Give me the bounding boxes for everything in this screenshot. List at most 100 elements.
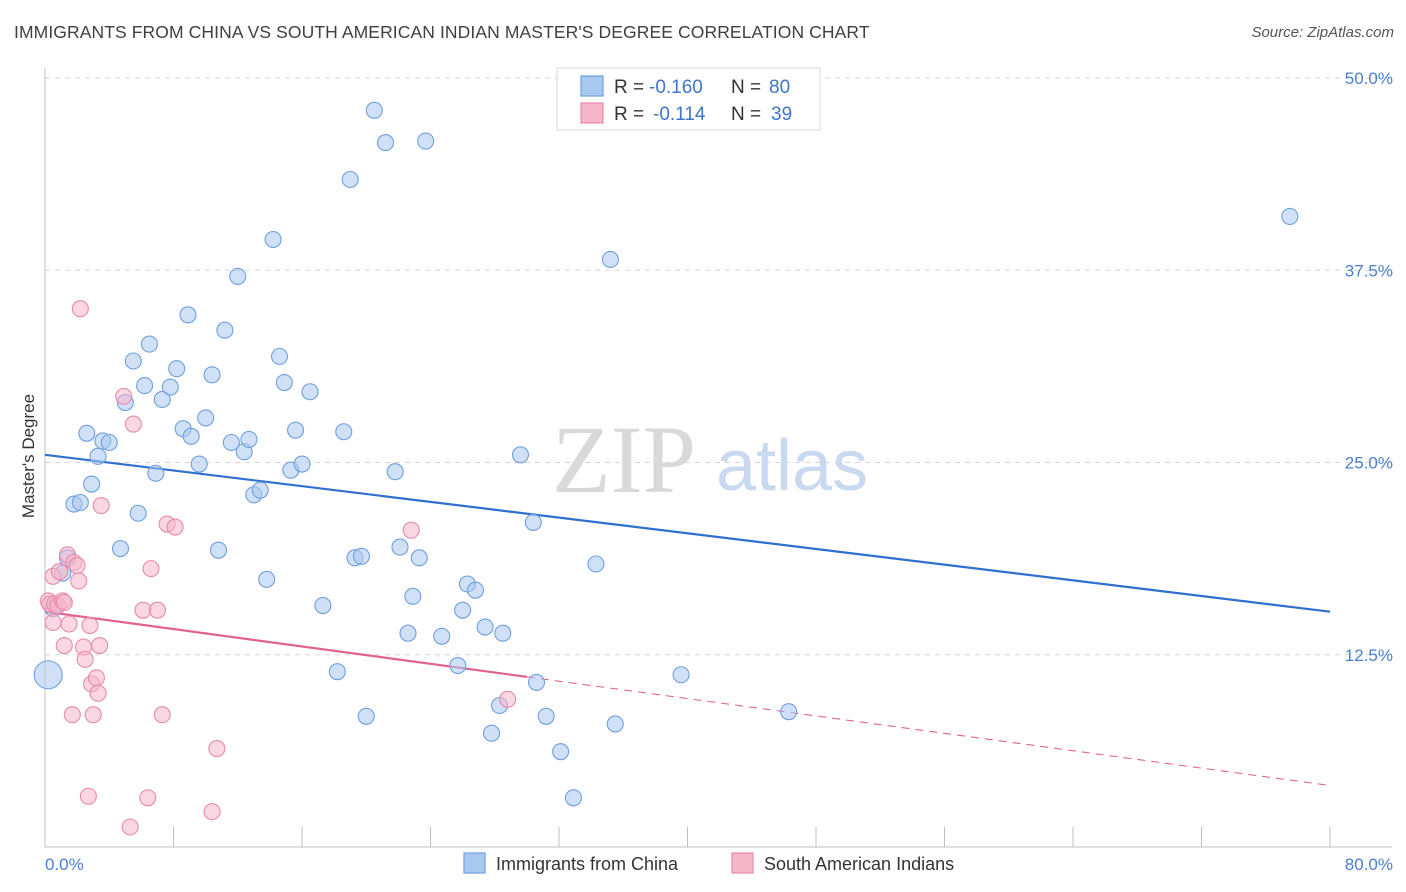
point-china-72 bbox=[564, 789, 583, 807]
point-south-american-indian-29 bbox=[124, 415, 142, 433]
point-south-american-indian-20 bbox=[81, 616, 99, 635]
point-china-29 bbox=[222, 433, 240, 452]
point-south-american-indian-14 bbox=[68, 556, 86, 575]
point-china-40 bbox=[287, 421, 305, 439]
series-immigrants-from-china bbox=[33, 101, 1299, 807]
point-south-american-indian-28 bbox=[121, 818, 139, 836]
point-china-44 bbox=[328, 663, 346, 681]
point-china-24 bbox=[190, 455, 208, 473]
point-china-56 bbox=[410, 549, 428, 567]
bottom-legend-swatch-blue bbox=[463, 852, 486, 874]
legend-r-value-2: -0.114 bbox=[653, 104, 706, 125]
bottom-legend: Immigrants from China South American Ind… bbox=[463, 852, 954, 874]
point-china-11 bbox=[111, 540, 130, 558]
point-china-46 bbox=[341, 170, 359, 189]
point-south-american-indian-39 bbox=[402, 521, 420, 539]
y-tick-label-2: 37.5% bbox=[1345, 261, 1393, 280]
legend-n-label-1: N = bbox=[731, 77, 761, 98]
point-china-63 bbox=[476, 618, 494, 636]
legend-r-label-1: R = bbox=[614, 77, 644, 98]
watermark-atlas: atlas bbox=[716, 426, 868, 506]
point-south-american-indian-23 bbox=[87, 669, 105, 687]
point-china-36 bbox=[264, 230, 282, 249]
trend-line-1-dashed bbox=[526, 676, 1331, 787]
point-china-13 bbox=[124, 352, 142, 370]
point-china-69 bbox=[527, 673, 546, 691]
x-tick-labels: 0.0% 80.0% bbox=[45, 855, 1393, 874]
point-china-22 bbox=[179, 306, 197, 324]
point-china-19 bbox=[161, 378, 179, 396]
point-south-american-indian-25 bbox=[91, 636, 109, 655]
point-china-28 bbox=[216, 321, 234, 339]
point-china-76 bbox=[672, 666, 690, 684]
point-china-78 bbox=[1281, 207, 1299, 225]
series-south-american-indians bbox=[39, 300, 517, 836]
axes bbox=[44, 68, 1392, 848]
watermark-zip: ZIP bbox=[552, 406, 696, 513]
point-china-41 bbox=[293, 455, 311, 473]
point-china-27 bbox=[209, 541, 228, 559]
point-south-american-indian-34 bbox=[153, 706, 171, 724]
point-south-american-indian-31 bbox=[139, 789, 157, 807]
point-south-american-indian-11 bbox=[60, 615, 78, 633]
point-south-american-indian-27 bbox=[115, 387, 133, 405]
point-china-25 bbox=[197, 409, 215, 427]
point-china-34 bbox=[251, 481, 269, 499]
point-china-49 bbox=[357, 707, 375, 725]
point-china-65 bbox=[494, 624, 512, 642]
trend-line-0 bbox=[44, 453, 1331, 613]
point-south-american-indian-24 bbox=[89, 684, 107, 702]
x-tick-label-1: 80.0% bbox=[1345, 855, 1393, 874]
legend-n-value-1: 80 bbox=[769, 77, 790, 98]
point-south-american-indian-32 bbox=[142, 560, 160, 578]
point-china-8 bbox=[89, 447, 107, 465]
point-china-51 bbox=[376, 134, 395, 152]
legend-n-label-2: N = bbox=[731, 104, 761, 125]
point-china-70 bbox=[537, 707, 555, 725]
point-south-american-indian-15 bbox=[70, 572, 88, 590]
gridlines bbox=[45, 77, 1392, 656]
point-china-48 bbox=[352, 547, 370, 565]
legend-n-value-2: 39 bbox=[771, 104, 792, 125]
point-china-17 bbox=[147, 464, 165, 482]
point-south-american-indian-8 bbox=[55, 593, 73, 612]
point-china-54 bbox=[399, 624, 417, 642]
y-tick-label-1: 25.0% bbox=[1345, 454, 1393, 473]
point-china-59 bbox=[449, 656, 467, 675]
point-china-74 bbox=[601, 250, 619, 269]
point-china-67 bbox=[511, 446, 530, 464]
point-china-52 bbox=[386, 463, 404, 481]
source-label: Source: ZipAtlas.com bbox=[1251, 24, 1394, 41]
point-south-american-indian-18 bbox=[76, 650, 94, 668]
point-china-45 bbox=[335, 423, 353, 441]
point-china-62 bbox=[466, 581, 485, 599]
y-tick-label-3: 50.0% bbox=[1345, 69, 1393, 88]
point-south-american-indian-38 bbox=[208, 740, 226, 758]
point-china-42 bbox=[301, 383, 319, 401]
point-south-american-indian-6 bbox=[50, 563, 69, 581]
point-china-75 bbox=[606, 715, 624, 733]
point-china-16 bbox=[140, 335, 158, 353]
point-china-20 bbox=[168, 360, 186, 378]
point-china-18 bbox=[153, 390, 171, 408]
legend-swatch-pink bbox=[580, 102, 604, 124]
point-south-american-indian-30 bbox=[134, 601, 152, 619]
point-china-73 bbox=[587, 555, 605, 573]
bottom-legend-label-pink: South American Indians bbox=[764, 854, 954, 874]
point-china-55 bbox=[404, 587, 422, 605]
point-south-american-indian-36 bbox=[166, 518, 184, 536]
point-china-53 bbox=[391, 538, 409, 556]
bottom-legend-swatch-pink bbox=[731, 852, 754, 874]
y-tick-label-0: 12.5% bbox=[1345, 646, 1393, 665]
point-south-american-indian-22 bbox=[84, 706, 102, 724]
chart-title: IMMIGRANTS FROM CHINA VS SOUTH AMERICAN … bbox=[14, 22, 870, 42]
trend-line-1-solid bbox=[44, 610, 528, 678]
y-tick-labels: 12.5% 25.0% 37.5% 50.0% bbox=[1345, 69, 1393, 665]
point-china-10 bbox=[100, 433, 118, 452]
point-china-50 bbox=[365, 101, 383, 119]
point-china-0 bbox=[33, 660, 63, 690]
point-south-american-indian-16 bbox=[71, 300, 89, 318]
point-china-68 bbox=[524, 513, 542, 532]
point-china-5 bbox=[71, 493, 89, 512]
